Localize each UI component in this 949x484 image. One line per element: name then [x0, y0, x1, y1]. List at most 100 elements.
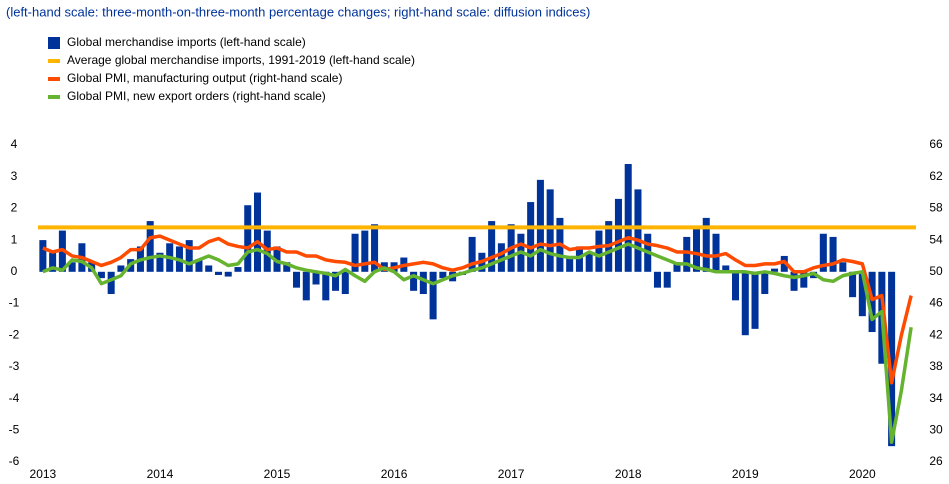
- y-tick-label: -6: [9, 454, 20, 468]
- bar: [371, 224, 379, 272]
- bar: [546, 189, 554, 272]
- bar: [439, 271, 447, 279]
- bar: [273, 246, 281, 272]
- bar: [244, 205, 252, 272]
- bar: [732, 271, 740, 301]
- bar: [429, 271, 437, 320]
- bar: [341, 271, 349, 294]
- bar: [107, 271, 115, 294]
- bar: [253, 192, 262, 272]
- y-tick-label: 0: [11, 264, 18, 278]
- bar: [68, 262, 76, 272]
- y2-tick-label: 54: [929, 232, 943, 246]
- bar: [322, 271, 330, 301]
- y2-tick-label: 58: [929, 201, 943, 215]
- bar: [49, 252, 57, 272]
- y-tick-label: 3: [11, 169, 18, 183]
- bar: [849, 271, 857, 298]
- bar: [761, 271, 769, 294]
- y2-tick-label: 42: [929, 327, 943, 341]
- bar: [332, 271, 340, 291]
- y2-tick-label: 66: [929, 137, 943, 151]
- legend-label: Global merchandise imports (left-hand sc…: [67, 35, 306, 49]
- x-tick-label: 2017: [498, 467, 525, 479]
- bar: [624, 164, 632, 272]
- y2-tick-label: 30: [929, 422, 943, 436]
- bar: [224, 271, 232, 277]
- bar: [868, 271, 876, 333]
- bar: [214, 271, 222, 275]
- y-tick-label: -3: [9, 359, 20, 373]
- y2-tick-label: 46: [929, 296, 943, 310]
- y2-tick-label: 26: [929, 454, 943, 468]
- y-tick-label: -4: [9, 391, 20, 405]
- bar: [858, 271, 866, 317]
- bar: [634, 189, 642, 272]
- bar: [468, 236, 476, 272]
- y-tick-label: -2: [9, 327, 20, 341]
- bar: [146, 221, 154, 272]
- y-tick-label: -5: [9, 422, 20, 436]
- bar: [293, 271, 301, 288]
- bar: [819, 233, 827, 272]
- bar: [312, 271, 320, 285]
- legend-label: Global PMI, manufacturing output (right-…: [67, 71, 342, 85]
- y2-tick-label: 62: [929, 169, 943, 183]
- bar: [653, 271, 661, 288]
- bar: [722, 265, 730, 272]
- bar: [302, 271, 310, 301]
- bar: [585, 252, 593, 272]
- legend-label: Average global merchandise imports, 1991…: [67, 53, 415, 67]
- x-tick-label: 2015: [264, 467, 291, 479]
- x-tick-label: 2020: [849, 467, 876, 479]
- bar: [692, 227, 701, 272]
- bar: [595, 230, 603, 272]
- bar: [410, 271, 418, 291]
- bar: [888, 271, 896, 447]
- bar: [39, 240, 47, 272]
- bar: [829, 236, 837, 272]
- bar: [771, 268, 779, 272]
- legend-label: Global PMI, new export orders (right-han…: [67, 89, 326, 103]
- bar: [497, 243, 505, 272]
- y-tick-label: 4: [11, 137, 18, 151]
- y-tick-label: 2: [11, 201, 18, 215]
- x-tick-label: 2018: [615, 467, 642, 479]
- bar: [751, 271, 759, 329]
- bar: [527, 202, 535, 272]
- bar: [839, 262, 847, 272]
- bar: [195, 259, 203, 272]
- bar: [566, 255, 574, 272]
- bar: [185, 240, 193, 272]
- x-tick-label: 2013: [30, 467, 57, 479]
- bar: [156, 252, 164, 272]
- y2-tick-label: 34: [929, 391, 943, 405]
- bar: [712, 233, 720, 272]
- bar: [800, 271, 808, 288]
- bar: [205, 265, 213, 272]
- bar: [683, 236, 691, 272]
- chart-subtitle: (left-hand scale: three-month-on-three-m…: [6, 4, 590, 19]
- bar: [488, 221, 496, 272]
- y2-tick-label: 50: [929, 264, 943, 278]
- bar: [741, 271, 749, 336]
- bar: [663, 271, 671, 288]
- bar: [673, 262, 681, 272]
- bar: [283, 262, 291, 272]
- bar: [419, 271, 427, 294]
- pmi-line: [42, 242, 913, 444]
- bar: [702, 217, 710, 272]
- y-tick-label: 1: [11, 232, 18, 246]
- bar: [117, 265, 125, 272]
- x-tick-label: 2014: [147, 467, 174, 479]
- legend-swatch: [48, 37, 60, 49]
- bar: [790, 271, 798, 291]
- pmi-line: [42, 234, 913, 385]
- y-tick-label: -1: [9, 296, 20, 310]
- bar: [234, 267, 242, 272]
- bar: [97, 271, 105, 279]
- bar: [351, 233, 359, 272]
- y2-tick-label: 38: [929, 359, 943, 373]
- bar: [614, 198, 622, 272]
